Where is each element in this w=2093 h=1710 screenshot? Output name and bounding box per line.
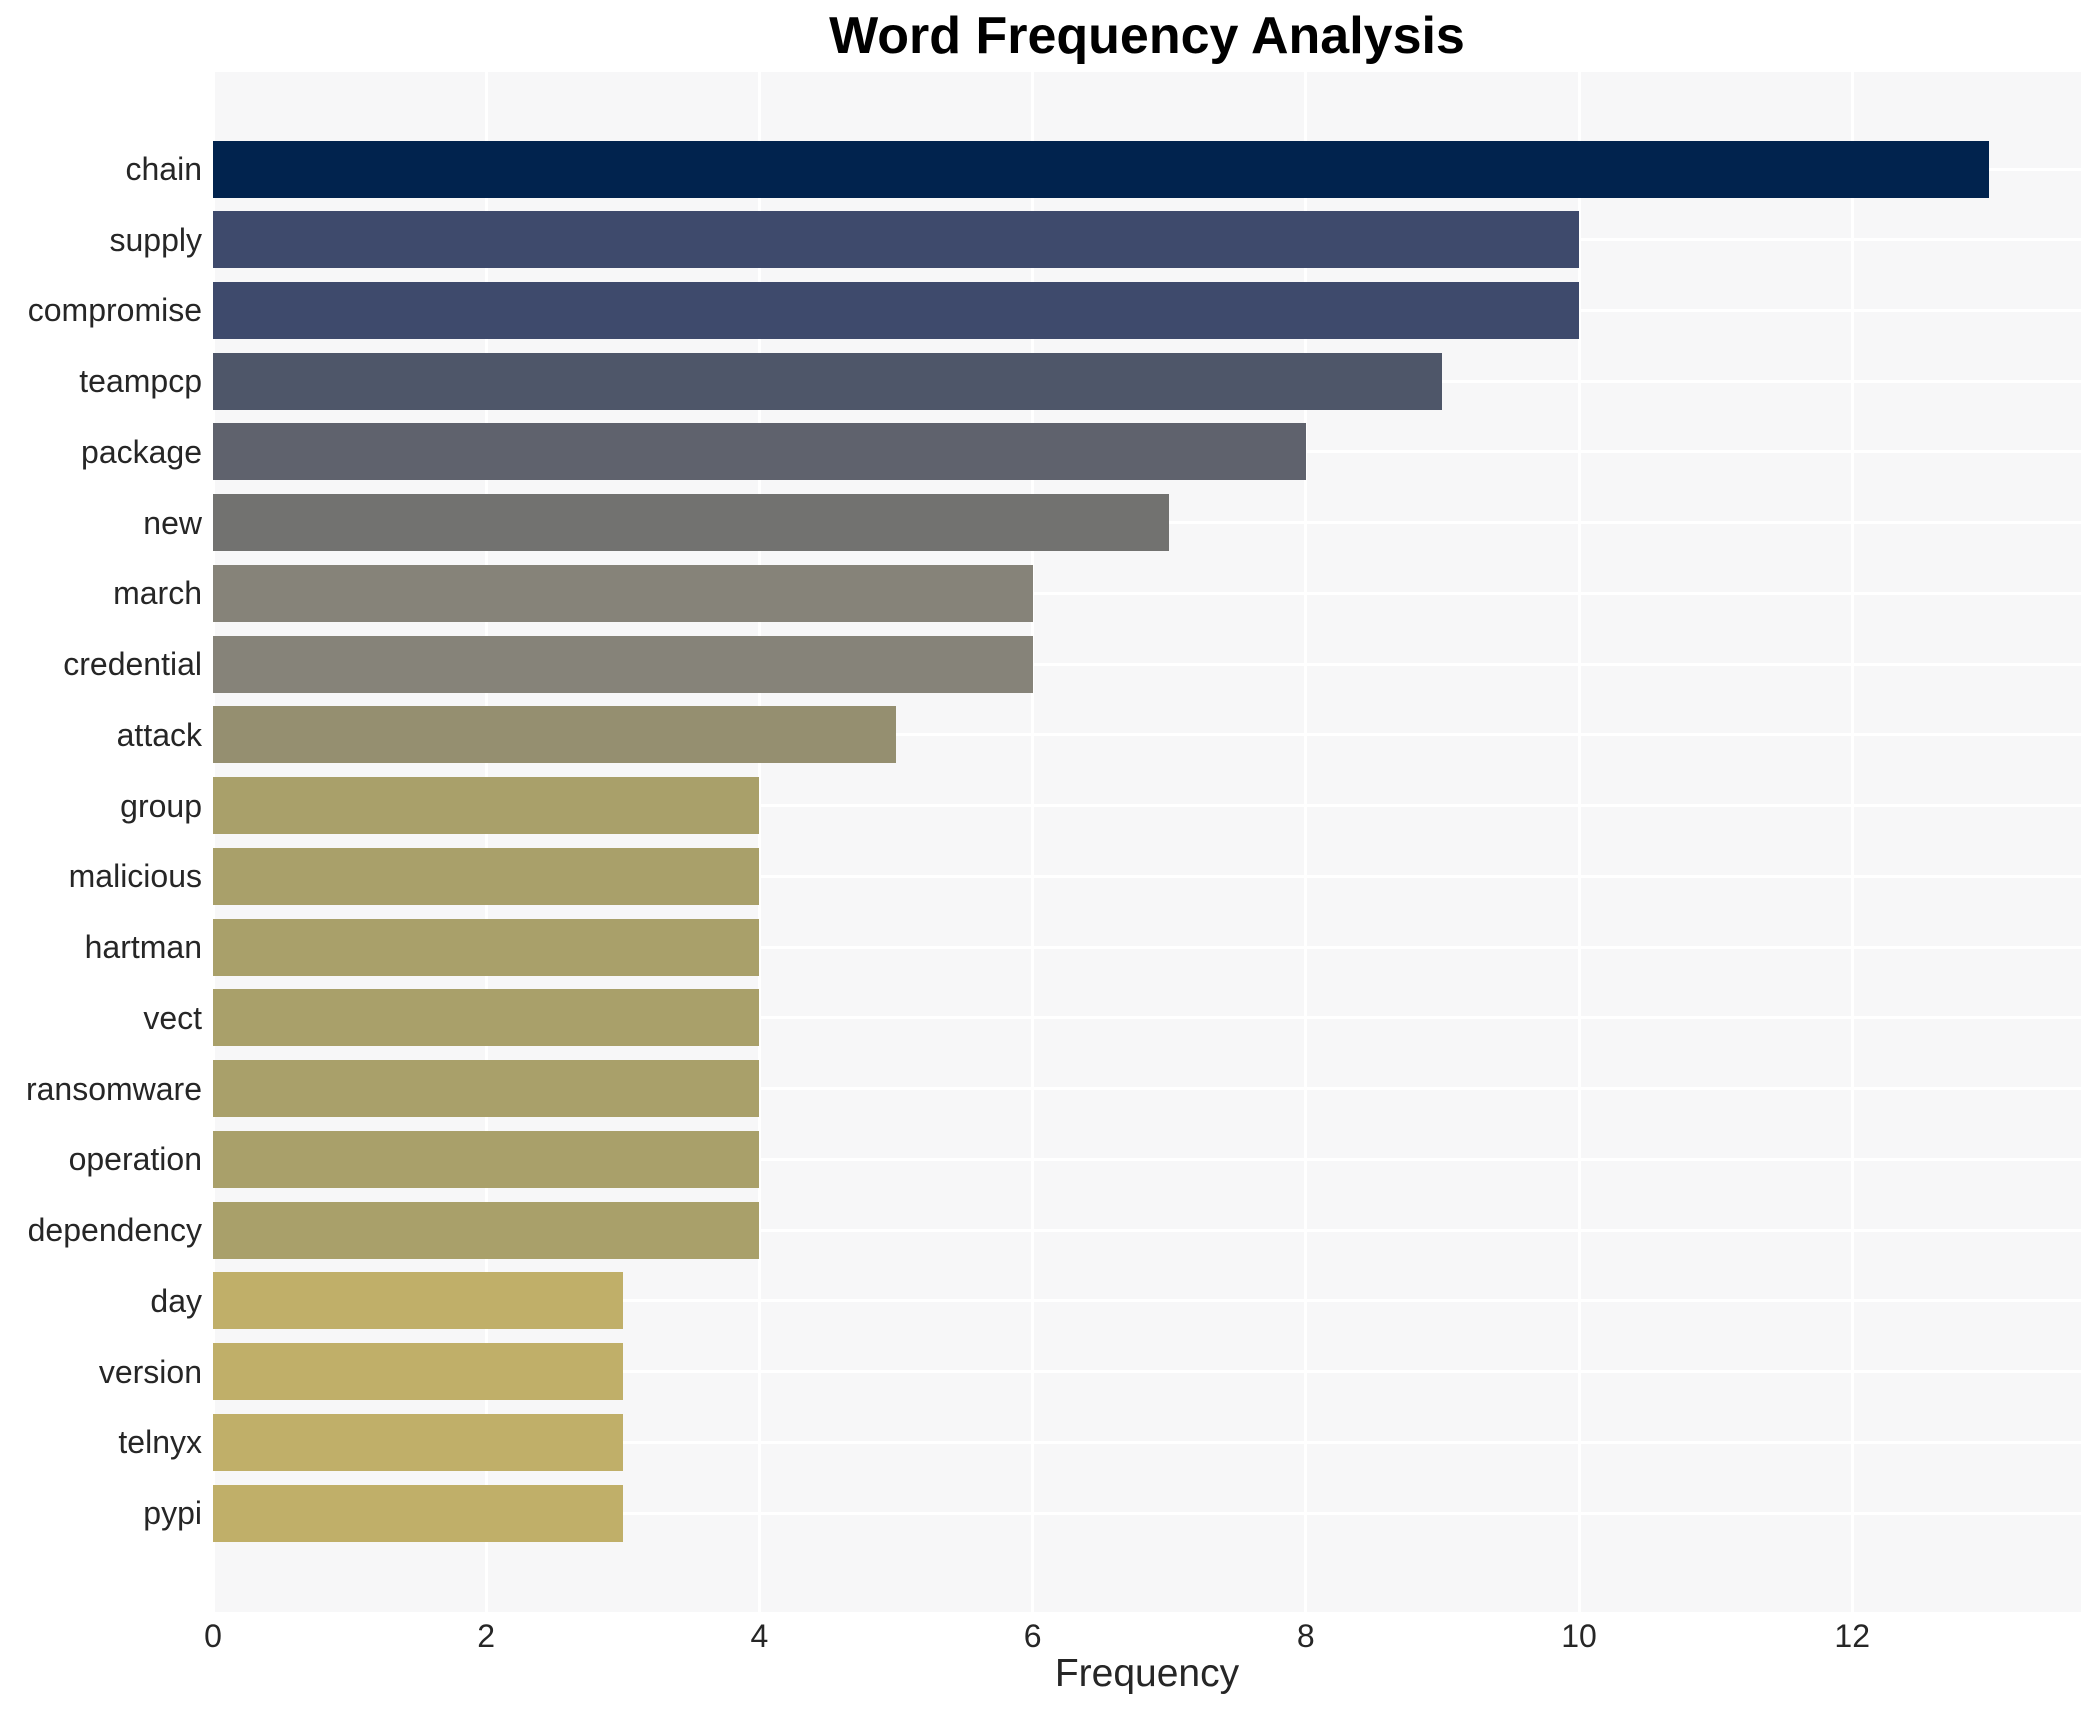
bar-march — [213, 564, 1033, 622]
x-gridline-4 — [757, 72, 761, 1612]
bar-day — [213, 1272, 623, 1330]
y-gridline-credential — [213, 662, 2081, 666]
x-tick-label-6: 6 — [1023, 1618, 1042, 1654]
y-tick-label-march: march — [113, 575, 202, 612]
x-gridline-0 — [213, 72, 215, 1612]
y-gridline-ransomware — [213, 1087, 2081, 1091]
x-tick-label-4: 4 — [750, 1618, 769, 1654]
bar-ransomware — [213, 1060, 760, 1118]
y-tick-label-package: package — [81, 433, 202, 470]
bar-malicious — [213, 847, 760, 905]
y-gridline-attack — [213, 733, 2081, 737]
x-tick-label-2: 2 — [477, 1618, 496, 1654]
y-gridline-operation — [213, 1157, 2081, 1161]
bar-group — [213, 777, 760, 835]
y-gridline-hartman — [213, 945, 2081, 949]
bar-compromise — [213, 281, 1579, 339]
bar-operation — [213, 1130, 760, 1188]
x-tick-label-10: 10 — [1561, 1618, 1597, 1654]
y-gridline-group — [213, 804, 2081, 808]
y-tick-label-vect: vect — [143, 999, 202, 1036]
bar-telnyx — [213, 1413, 623, 1471]
bar-version — [213, 1343, 623, 1401]
y-gridline-pypi — [213, 1511, 2081, 1515]
x-gridline-6 — [1031, 72, 1035, 1612]
bar-new — [213, 494, 1170, 552]
bar-package — [213, 423, 1306, 481]
y-tick-label-operation: operation — [68, 1141, 202, 1178]
y-gridline-march — [213, 591, 2081, 595]
y-gridline-version — [213, 1370, 2081, 1374]
bar-credential — [213, 635, 1033, 693]
y-tick-label-hartman: hartman — [84, 929, 202, 966]
bar-teampcp — [213, 352, 1443, 410]
y-gridline-dependency — [213, 1228, 2081, 1232]
y-tick-label-telnyx: telnyx — [118, 1424, 202, 1461]
plot-area — [213, 72, 2081, 1612]
bar-supply — [213, 211, 1579, 269]
x-gridline-12 — [1850, 72, 1854, 1612]
bar-attack — [213, 706, 896, 764]
y-tick-label-compromise: compromise — [27, 292, 202, 329]
x-axis-title: Frequency — [1054, 1652, 1240, 1695]
y-tick-label-group: group — [120, 787, 202, 824]
y-tick-label-supply: supply — [109, 221, 203, 258]
y-tick-label-new: new — [143, 504, 202, 541]
y-gridline-telnyx — [213, 1440, 2081, 1444]
y-tick-label-chain: chain — [125, 151, 203, 187]
x-gridline-8 — [1304, 72, 1308, 1612]
y-gridline-vect — [213, 1016, 2081, 1020]
y-tick-label-version: version — [98, 1353, 202, 1390]
bar-hartman — [213, 918, 760, 976]
y-axis-labels: chain supply compromise teampcp package new ma… — [0, 0, 202, 1710]
y-tick-label-ransomware: ransomware — [25, 1070, 202, 1107]
y-tick-label-credential: credential — [63, 646, 202, 683]
y-gridline-day — [213, 1299, 2081, 1303]
x-tick-label-12: 12 — [1834, 1618, 1870, 1654]
y-tick-label-attack: attack — [116, 716, 202, 753]
y-tick-label-dependency: dependency — [27, 1212, 202, 1249]
bar-pypi — [213, 1484, 623, 1542]
x-tick-label-0: 0 — [204, 1618, 222, 1654]
chart-title: Word Frequency Analysis — [829, 7, 1465, 65]
y-tick-label-malicious: malicious — [68, 858, 202, 895]
y-gridline-malicious — [213, 874, 2081, 878]
x-tick-label-8: 8 — [1296, 1618, 1315, 1654]
x-gridline-10 — [1577, 72, 1581, 1612]
bar-chain — [213, 140, 1989, 198]
y-tick-label-pypi: pypi — [143, 1495, 202, 1532]
y-tick-label-teampcp: teampcp — [79, 363, 202, 400]
bar-dependency — [213, 1201, 760, 1259]
y-tick-label-day: day — [150, 1282, 202, 1319]
bar-vect — [213, 989, 760, 1047]
x-gridline-2 — [484, 72, 488, 1612]
